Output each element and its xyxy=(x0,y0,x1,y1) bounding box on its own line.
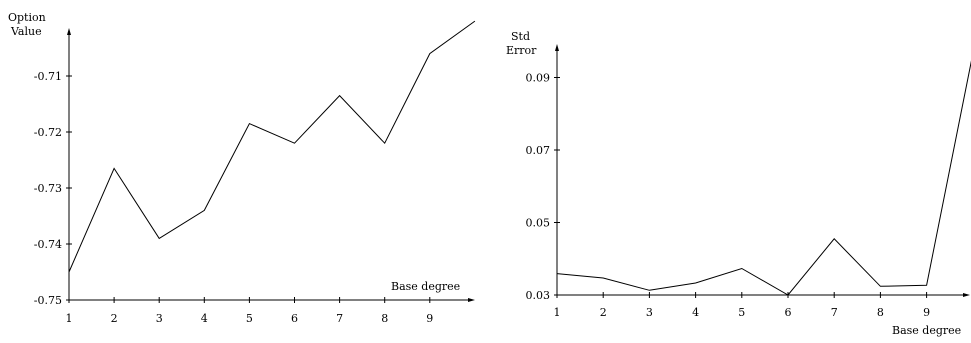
x-tick-label: 1 xyxy=(66,312,73,325)
y-axis-arrow xyxy=(67,28,71,35)
x-tick-label: 4 xyxy=(201,312,208,325)
y-tick-label: -0.71 xyxy=(34,70,62,83)
y-tick-label: 0.07 xyxy=(526,144,551,157)
x-tick-label: 2 xyxy=(600,306,607,319)
std-error-series-line xyxy=(556,60,971,296)
y-axis-label-line-2: Value xyxy=(10,25,42,38)
x-tick-label: 1 xyxy=(554,306,561,319)
std-error-chart: Std Error Base degree 1 2 3 4 5 6 7 8 9 0.09 0.07 0… xyxy=(506,30,971,337)
option-value-series-line xyxy=(68,20,476,273)
x-tick-label: 6 xyxy=(785,306,792,319)
x-axis-label: Base degree xyxy=(391,280,460,293)
y-tick-label: 0.05 xyxy=(526,217,551,230)
y-tick-label: -0.74 xyxy=(34,238,62,251)
y-axis-arrow xyxy=(555,44,559,51)
x-tick-label: 6 xyxy=(291,312,298,325)
option-value-chart: Option Value Base degree 1 2 3 4 5 6 7 8 9 -0.71 -… xyxy=(8,11,476,325)
x-tick-label: 5 xyxy=(738,306,745,319)
y-axis-label-line-1: Option xyxy=(8,11,46,24)
x-tick-label: 3 xyxy=(156,312,163,325)
x-tick-label: 2 xyxy=(111,312,118,325)
y-axis-label-line-1: Std xyxy=(511,30,530,43)
x-tick-label: 5 xyxy=(246,312,253,325)
y-tick-label: 0.03 xyxy=(526,289,551,302)
y-tick-label: -0.72 xyxy=(34,126,62,139)
x-tick-label: 9 xyxy=(923,306,930,319)
y-tick-label: -0.75 xyxy=(34,294,62,307)
y-tick-label: 0.09 xyxy=(526,72,551,85)
x-tick-label: 7 xyxy=(831,306,838,319)
x-tick-label: 8 xyxy=(877,306,884,319)
x-tick-label: 4 xyxy=(692,306,699,319)
y-axis-label-line-2: Error xyxy=(506,44,537,57)
x-tick-label: 8 xyxy=(381,312,388,325)
x-tick-label: 7 xyxy=(336,312,343,325)
x-tick-label: 3 xyxy=(646,306,653,319)
y-tick-label: -0.73 xyxy=(34,182,62,195)
x-axis-label: Base degree xyxy=(892,324,961,337)
x-axis-arrow xyxy=(963,293,970,297)
x-axis-arrow xyxy=(468,298,475,302)
x-tick-label: 9 xyxy=(426,312,433,325)
